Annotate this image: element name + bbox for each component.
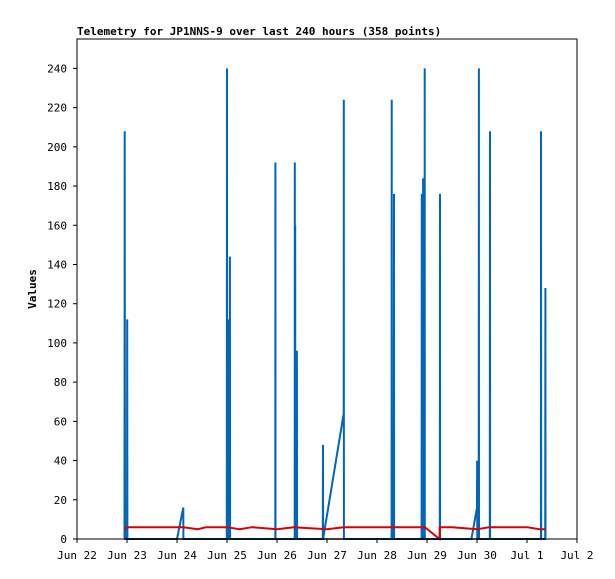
series-line-1 [123,68,547,540]
y-tick-label: 140 [47,258,67,271]
y-axis-label: Values [26,269,39,309]
x-tick-label: Jun 22 [57,549,97,562]
x-tick-label: Jun 30 [457,549,497,562]
y-tick-label: 220 [47,102,67,115]
y-tick-label: 40 [54,455,67,468]
series-line-2 [123,526,546,542]
x-tick-label: Jun 28 [357,549,397,562]
plot-frame [76,38,578,540]
y-tick-label: 120 [47,298,67,311]
x-tick-label: Jun 27 [307,549,347,562]
y-tick-label: 80 [54,376,67,389]
x-tick-label: Jul 1 [510,549,543,562]
y-tick-label: 60 [54,415,67,428]
x-tick-label: Jun 29 [407,549,447,562]
x-tick-label: Jul 2 [560,549,593,562]
series-layer [123,68,547,542]
y-tick-label: 200 [47,141,67,154]
y-tick-label: 180 [47,180,67,193]
chart-title: Telemetry for JP1NNS-9 over last 240 hou… [77,25,441,38]
x-tick-label: Jun 25 [207,549,247,562]
x-axis: Jun 22 Jun 23 Jun 24 Jun 25 Jun 26 Jun 27 Jun … [57,539,594,562]
y-axis: 0 20 40 60 80 100 120 140 160 180 200 220 240 [47,62,77,546]
y-tick-label: 160 [47,219,67,232]
x-tick-label: Jun 24 [157,549,197,562]
y-tick-label: 100 [47,337,67,350]
y-tick-label: 0 [60,533,67,546]
x-tick-label: Jun 23 [107,549,147,562]
y-tick-label: 20 [54,494,67,507]
y-tick-label: 240 [47,62,67,75]
x-tick-label: Jun 26 [257,549,297,562]
